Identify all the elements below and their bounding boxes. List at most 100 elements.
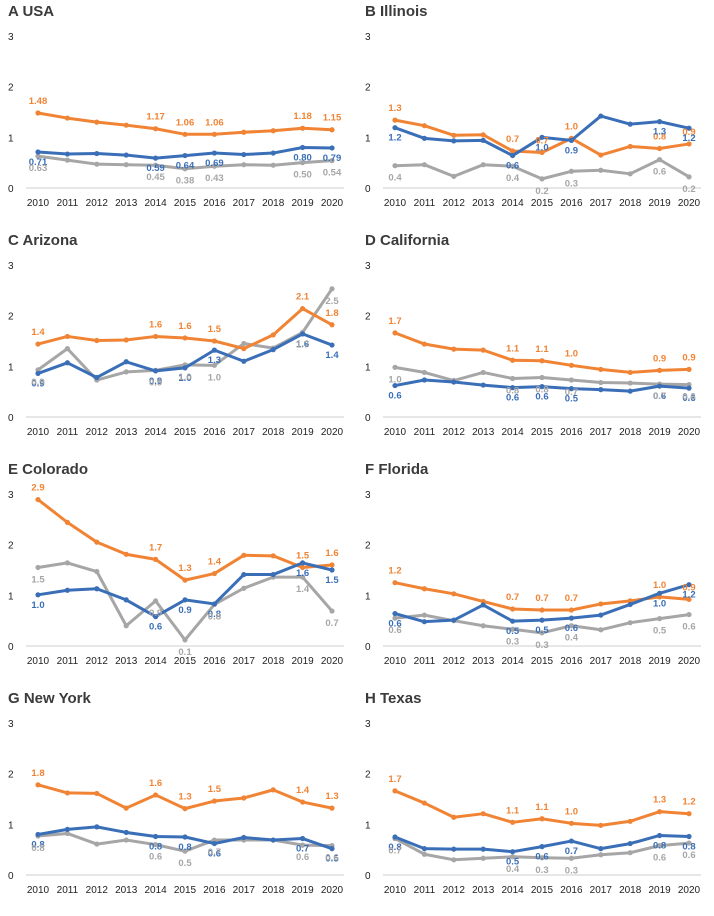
x-tick-label: 2014 <box>144 427 167 438</box>
data-label-orange: 1.4 <box>31 327 45 338</box>
x-tick-label: 2010 <box>384 885 407 896</box>
data-point-blue <box>510 849 516 855</box>
x-tick-label: 2010 <box>384 427 407 438</box>
data-point-blue <box>211 150 217 156</box>
chart-panel-e: E Colorado 0 1 2 3 2010 2011 2012 2013 2014 2015 20… <box>0 458 357 687</box>
y-tick-label: 0 <box>8 184 14 195</box>
data-point-gray <box>568 623 574 629</box>
x-tick-label: 2016 <box>203 656 226 667</box>
data-label-gray: 1.0 <box>388 374 401 385</box>
x-tick-label: 2011 <box>414 656 436 667</box>
data-label-blue: 0.6 <box>208 849 221 860</box>
data-point-blue <box>686 385 692 391</box>
data-label-orange: 1.6 <box>149 319 162 330</box>
y-tick-label: 2 <box>365 541 371 552</box>
data-label-gray: 0.4 <box>506 173 520 184</box>
data-label-blue: 0.9 <box>178 605 191 616</box>
data-label-orange: 1.7 <box>388 316 401 327</box>
data-point-orange <box>539 816 545 822</box>
data-point-gray <box>211 163 217 169</box>
data-label-orange: 2.9 <box>31 483 44 494</box>
data-point-blue <box>153 833 159 840</box>
panel-title: A USA <box>8 3 54 20</box>
chart-svg: B Illinois 0 1 2 3 2010 2011 2012 2013 2014 2015 20… <box>365 3 701 209</box>
data-point-gray <box>598 852 604 858</box>
x-tick-label: 2013 <box>115 427 138 438</box>
data-point-blue <box>182 597 188 603</box>
data-point-orange <box>421 800 427 806</box>
data-label-gray: 0.3 <box>565 865 578 876</box>
data-label-gray: 0.2 <box>535 186 548 197</box>
data-point-orange <box>598 152 604 158</box>
data-point-orange <box>480 811 486 817</box>
data-point-orange <box>211 131 217 137</box>
data-label-blue: 0.6 <box>149 622 162 633</box>
panel-title: B Illinois <box>365 3 428 20</box>
data-point-blue <box>686 833 692 840</box>
data-point-gray <box>241 340 247 347</box>
data-point-blue <box>211 601 217 607</box>
data-point-blue <box>64 587 70 593</box>
data-point-gray <box>627 620 633 626</box>
data-point-gray <box>657 616 663 622</box>
data-point-blue <box>392 610 398 617</box>
data-point-orange <box>211 338 217 344</box>
data-point-orange <box>598 366 604 372</box>
data-point-blue <box>241 151 247 158</box>
y-tick-label: 3 <box>8 719 14 730</box>
x-tick-label: 2014 <box>501 656 524 667</box>
data-point-blue <box>451 379 457 385</box>
x-tick-label: 2016 <box>203 427 226 438</box>
data-point-blue <box>182 152 188 159</box>
data-label-blue: 1.2 <box>682 133 695 144</box>
x-tick-label: 2017 <box>590 427 613 438</box>
data-point-gray <box>64 830 70 837</box>
x-tick-label: 2017 <box>590 198 613 209</box>
y-tick-label: 0 <box>365 413 371 424</box>
data-label-gray: 0.6 <box>388 625 401 636</box>
data-label-blue: 0.6 <box>565 623 578 634</box>
data-point-blue <box>241 834 247 841</box>
data-label-orange: 0.9 <box>682 582 695 593</box>
y-tick-label: 0 <box>365 184 371 195</box>
x-tick-label: 2020 <box>321 656 344 667</box>
x-tick-label: 2010 <box>27 427 50 438</box>
data-point-orange <box>35 110 41 116</box>
y-tick-label: 2 <box>8 83 14 94</box>
data-point-orange <box>182 335 188 341</box>
data-point-blue <box>270 347 276 353</box>
data-label-gray: 1.5 <box>31 574 45 585</box>
x-tick-label: 2020 <box>678 885 701 896</box>
data-point-orange <box>123 337 129 343</box>
data-point-gray <box>568 855 574 861</box>
y-tick-label: 1 <box>365 820 371 831</box>
data-label-blue: 0.71 <box>29 157 48 168</box>
data-point-blue <box>568 137 574 143</box>
x-tick-label: 2011 <box>57 656 79 667</box>
data-point-orange <box>270 128 276 134</box>
x-tick-label: 2016 <box>560 427 583 438</box>
data-point-orange <box>64 519 70 525</box>
y-tick-label: 2 <box>8 770 14 781</box>
x-tick-label: 2013 <box>472 885 495 896</box>
y-tick-label: 3 <box>365 261 371 272</box>
data-label-orange: 1.0 <box>565 121 578 132</box>
data-label-blue: 0.59 <box>146 163 165 174</box>
data-label-orange: 0.7 <box>535 136 548 147</box>
chart-svg: C Arizona 0 1 2 3 2010 2011 2012 2013 2014 2015 201… <box>8 232 344 438</box>
data-point-orange <box>568 820 574 826</box>
data-point-blue <box>686 582 692 588</box>
data-point-blue <box>64 151 70 157</box>
x-tick-label: 2018 <box>262 427 285 438</box>
data-label-orange: 0.9 <box>653 353 666 364</box>
data-point-gray <box>539 630 545 636</box>
data-label-orange: 1.8 <box>325 308 338 319</box>
x-tick-label: 2013 <box>115 885 138 896</box>
data-label-blue: 0.7 <box>296 844 309 855</box>
data-label-blue: 0.6 <box>682 393 695 404</box>
data-point-blue <box>686 125 692 131</box>
data-point-blue <box>64 826 70 832</box>
data-point-gray <box>627 380 633 386</box>
data-point-orange <box>686 811 692 817</box>
data-label-orange: 1.7 <box>149 542 162 553</box>
